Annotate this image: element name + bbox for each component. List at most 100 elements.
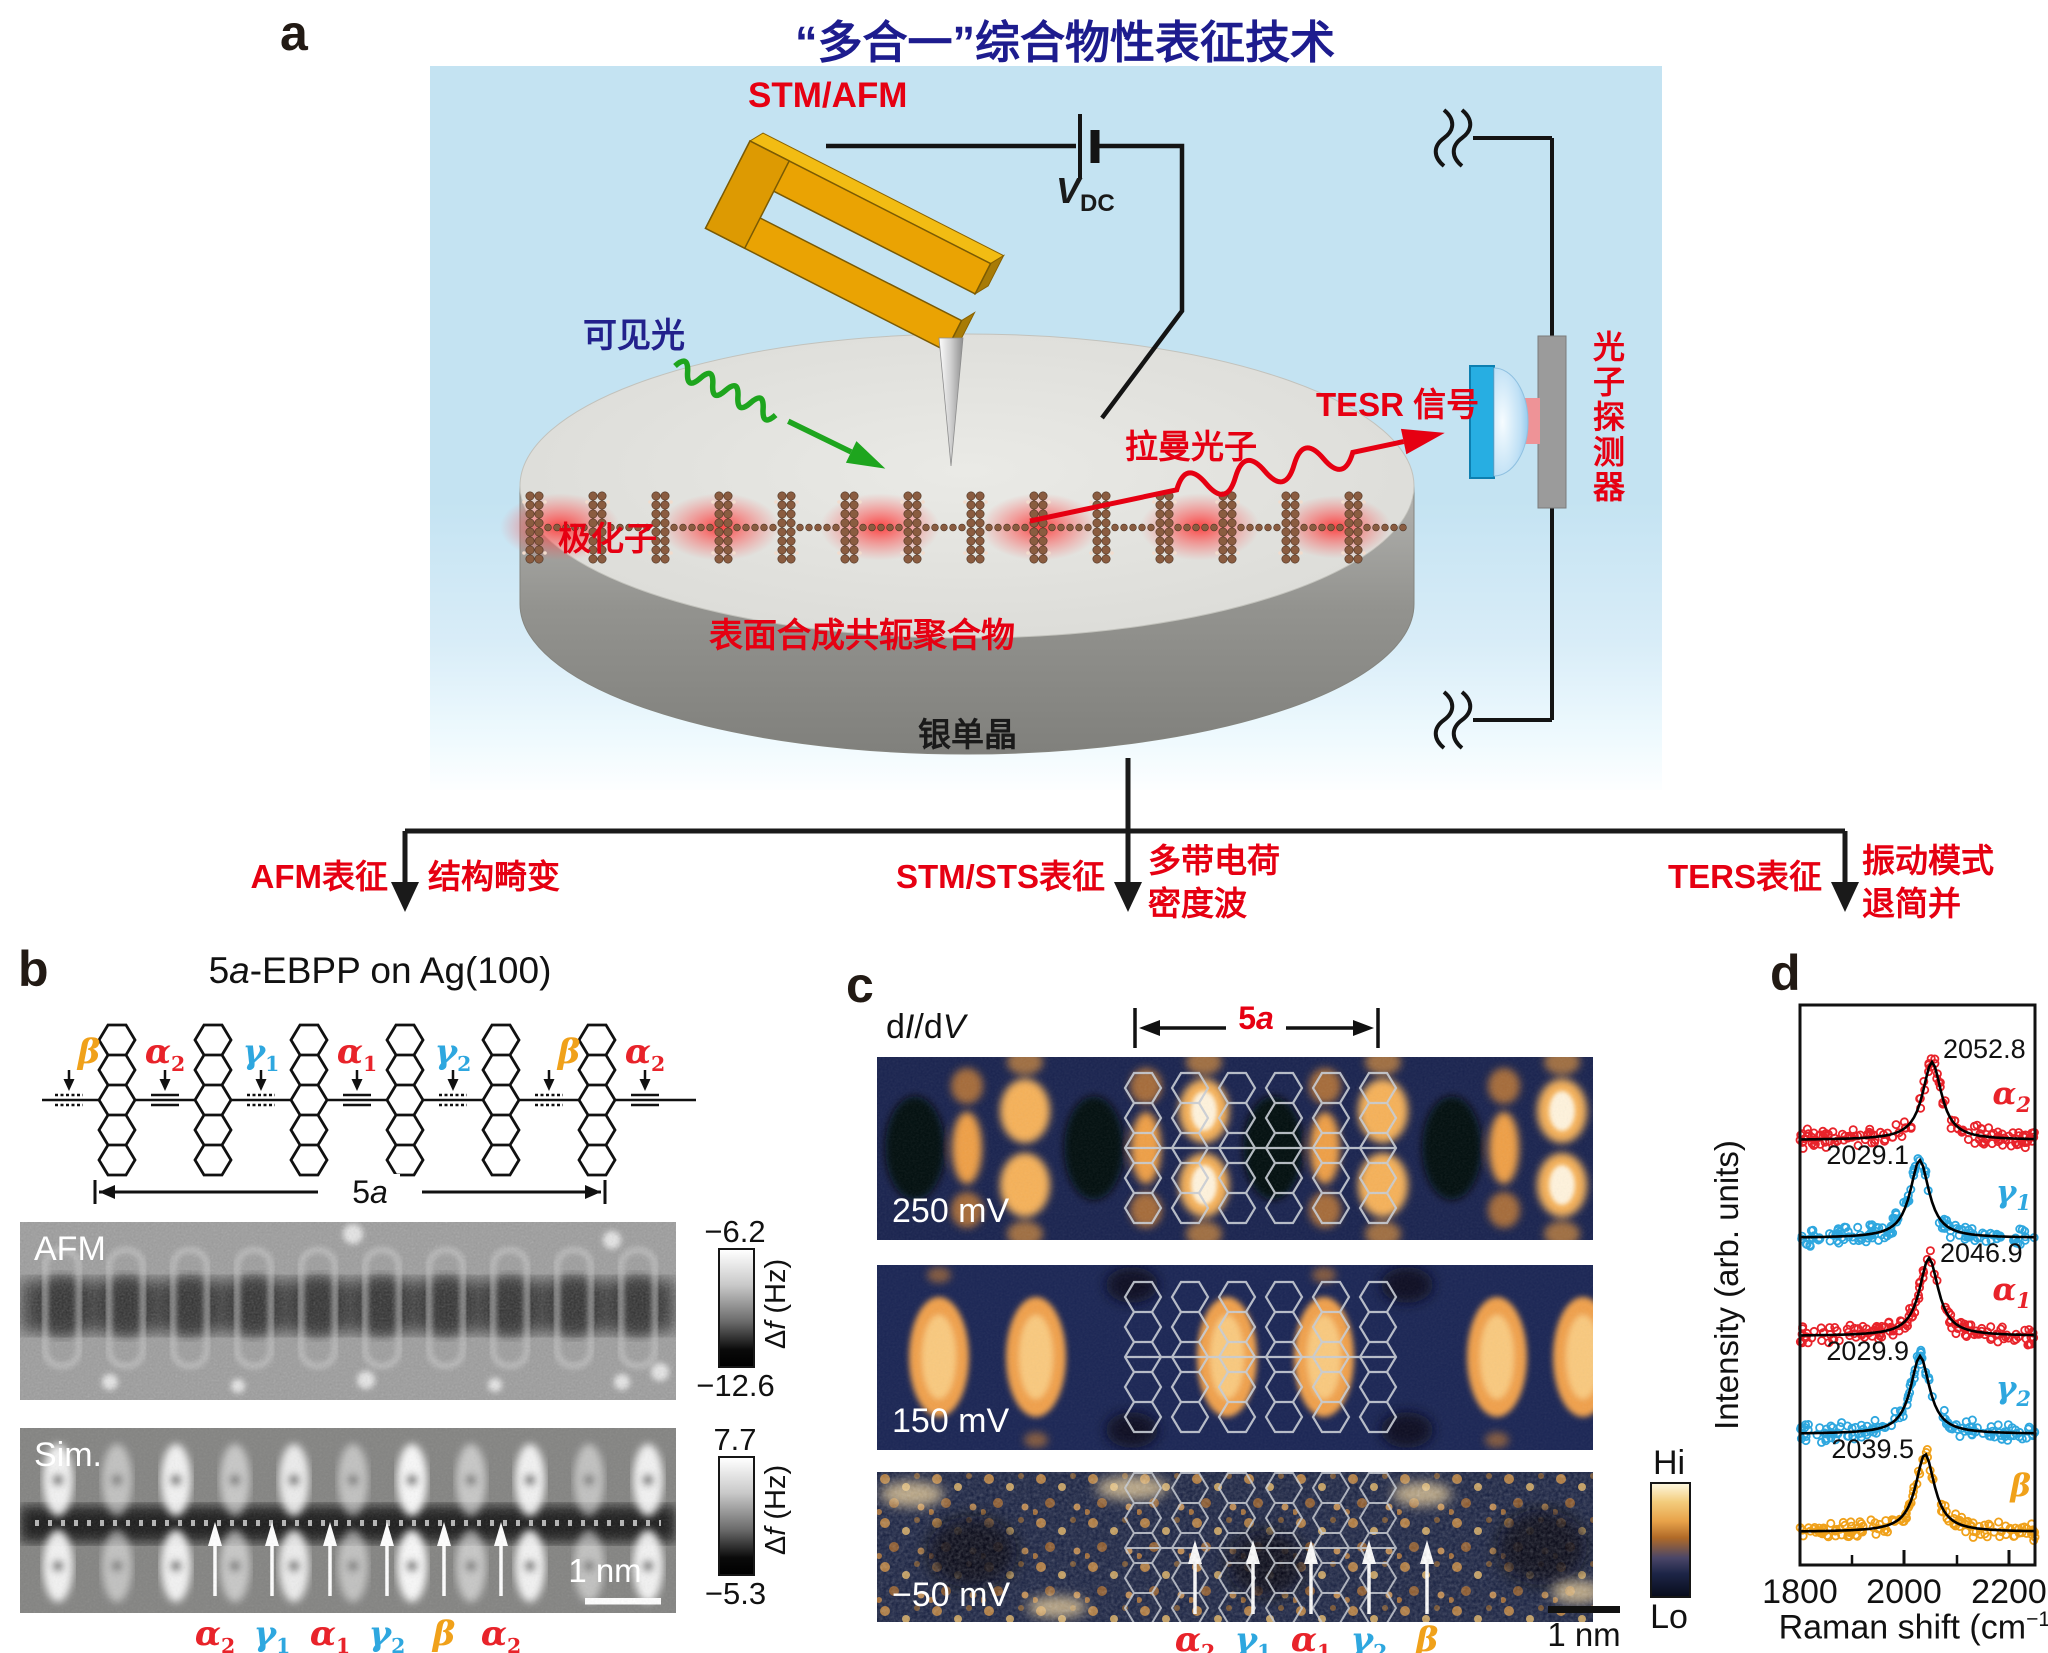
stm-afm-label: STM/AFM (748, 76, 908, 115)
site-label-alpha2b: α2 (480, 1614, 522, 1653)
arrow-down-icon (1114, 882, 1142, 912)
raman-photon-label: 拉曼光子 (1125, 428, 1257, 465)
branch-afm-technique: AFM表征 (250, 858, 388, 895)
branch-afm-result: 结构畸变 (428, 858, 560, 895)
afm-scale-max: −6.2 (704, 1214, 766, 1249)
raman-photon-arrow (1029, 428, 1445, 524)
c-site-beta: β (1415, 1620, 1439, 1653)
svg-text:γ1: γ1 (1996, 1174, 2031, 1215)
bond-label-alpha1: α1 (336, 1032, 378, 1076)
panel-c-letter: c (846, 957, 874, 1013)
panel-d-letter: d (1770, 945, 1801, 1001)
sim-colorbar-unit: Δf (Hz) (760, 1464, 792, 1556)
afm-colorbar (718, 1248, 755, 1368)
svg-text:2029.9: 2029.9 (1826, 1336, 1909, 1366)
5a-dimension-label: 5a (340, 1174, 400, 1211)
panel-a-schematic (480, 108, 1567, 755)
didv-label: dI/dV (886, 1008, 966, 1046)
svg-text:β: β (2009, 1468, 2031, 1504)
bond-label-beta: β (77, 1032, 101, 1072)
hilo-colorbar (1650, 1482, 1691, 1598)
wire-break-icon (1433, 108, 1473, 750)
bond-label-alpha2: α2 (144, 1032, 186, 1076)
svg-text:2039.5: 2039.5 (1831, 1434, 1914, 1464)
bias-label-150mv: 150 mV (892, 1402, 1010, 1440)
stm-map-250mv (877, 1057, 1593, 1240)
sim-scalebar-label: 1 nm (568, 1552, 642, 1589)
svg-text:2029.1: 2029.1 (1826, 1140, 1909, 1170)
bias-circuit-wire (826, 114, 1185, 420)
panel-b-title: 5a-EBPP on Ag(100) (208, 950, 552, 991)
sim-scale-max: 7.7 (713, 1422, 757, 1457)
chemical-structure (42, 1023, 696, 1204)
tick-2200: 2200 (1971, 1573, 2047, 1611)
c-site-alpha2: α2 (1174, 1620, 1216, 1653)
site-label-alpha1: α1 (309, 1614, 351, 1653)
polaron-label: 极化子 (558, 520, 657, 557)
lens-flat (1469, 365, 1495, 479)
bias-label-250mv: 250 mV (892, 1192, 1010, 1230)
sim-scale-min: −5.3 (704, 1576, 767, 1611)
c-site-alpha1: α1 (1290, 1620, 1332, 1653)
panel-c-5a-label: 5a (1238, 1000, 1274, 1036)
bond-label-beta2: β (557, 1032, 581, 1072)
afm-image-label: AFM (34, 1230, 106, 1268)
visible-light-label: 可见光 (583, 317, 685, 355)
stm-tip-icon (938, 337, 964, 467)
tesr-signal-label: TESR 信号 (1316, 386, 1480, 423)
branch-stm-result: 多带电荷 密度波 (1148, 842, 1280, 922)
spectra-series: 2052.8 α2 2029.1 γ1 2046.9 α1 2029.9 γ2 2039.5 β (1795, 1034, 2040, 1546)
visible-light-arrow (673, 358, 886, 469)
svg-text:α2: α2 (1993, 1076, 2031, 1117)
arrow-down-icon (391, 882, 419, 912)
branch-ters-result: 振动模式 退简并 (1862, 842, 1994, 922)
polymer-label: 表面合成共轭聚合物 (709, 617, 1015, 655)
c-scalebar-label: 1 nm (1547, 1616, 1621, 1653)
qplus-sensor-icon (704, 132, 1005, 353)
vdc-label: VDC (1056, 170, 1115, 218)
branch-stm-technique: STM/STS表征 (895, 858, 1105, 895)
svg-text:2046.9: 2046.9 (1940, 1238, 2023, 1268)
tick-1800: 1800 (1762, 1573, 1838, 1611)
arrow-down-icon (1831, 882, 1859, 912)
lo-label: Lo (1650, 1598, 1688, 1636)
photon-detector-assembly (1433, 108, 1567, 750)
branch-ters-technique: TERS表征 (1667, 858, 1822, 895)
site-label-gamma2: γ2 (368, 1614, 406, 1653)
tick-2000: 2000 (1866, 1573, 1942, 1611)
detector-plate (1537, 335, 1567, 509)
bond-pointer-arrows (63, 1070, 651, 1091)
svg-text:α1: α1 (1993, 1272, 2031, 1313)
svg-text:2052.8: 2052.8 (1943, 1034, 2026, 1064)
polymer-backbone-bonds (42, 1093, 696, 1107)
afm-scale-min: −12.6 (696, 1368, 775, 1403)
c-site-gamma1: γ1 (1234, 1620, 1272, 1653)
afm-colorbar-unit: Δf (Hz) (760, 1258, 792, 1350)
panel-a-letter: a (280, 5, 308, 61)
site-label-gamma1: γ1 (253, 1614, 291, 1653)
c-site-gamma2: γ2 (1350, 1620, 1388, 1653)
site-label-beta: β (432, 1614, 456, 1653)
photon-detector-label: 光子探测器 (1589, 330, 1625, 505)
stm-map-150mv (877, 1265, 1593, 1450)
arrow-left-icon (1139, 1020, 1160, 1036)
bond-label-alpha2b: α2 (624, 1032, 666, 1076)
sim-image (20, 1428, 676, 1613)
panel-b-letter: b (18, 941, 49, 997)
bias-label-minus50mv: −50 mV (892, 1576, 1011, 1614)
stm-map-minus50mv (877, 1472, 1593, 1622)
lens-bulge (1493, 367, 1529, 477)
sim-colorbar (718, 1456, 755, 1576)
site-label-alpha2: α2 (194, 1614, 236, 1653)
x-axis-ticks (1798, 1550, 2011, 1565)
substrate-label: 银单晶 (918, 716, 1017, 753)
arrow-right-icon (1353, 1020, 1374, 1036)
svg-text:γ2: γ2 (1996, 1370, 2031, 1411)
c-scalebar (1548, 1606, 1620, 1613)
afm-image (20, 1222, 676, 1400)
5a-dimension (93, 1180, 607, 1204)
figure-title: “多合一”综合物性表征技术 (794, 17, 1335, 68)
bond-label-gamma1: γ1 (242, 1032, 280, 1076)
hi-label: Hi (1652, 1444, 1686, 1482)
